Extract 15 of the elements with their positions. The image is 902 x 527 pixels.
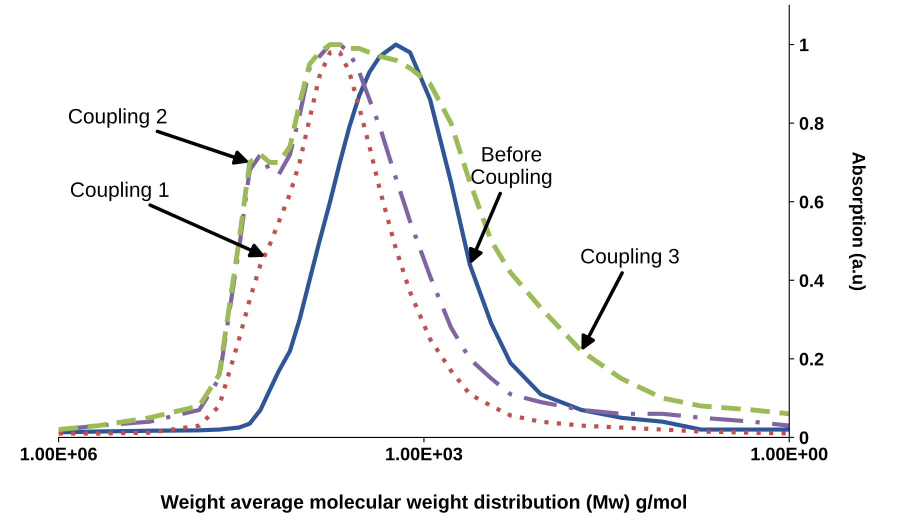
y-tick-label: 0.4 — [800, 274, 824, 287]
annotation: Coupling 3 — [581, 248, 679, 268]
x-tick-label: 1.00E+06 — [20, 448, 97, 460]
y-tick-label: 1 — [800, 38, 809, 52]
y-tick-label: 0.6 — [800, 196, 824, 208]
annotation: Coupling 2 — [68, 108, 166, 128]
x-tick-label: 1.00E+00 — [751, 448, 828, 460]
annotation: Coupling 1 — [70, 182, 168, 202]
y-tick-label: 0.2 — [800, 352, 824, 366]
x-axis-title: Weight average molecular weight distribution (Mw) g/mol — [160, 494, 686, 513]
annotation: Before Coupling — [471, 146, 552, 188]
x-tick-label: 1.00E+03 — [386, 448, 462, 460]
y-tick-label: 0.8 — [800, 117, 824, 130]
y-axis-title: Absorption (a.u) — [848, 152, 866, 290]
y-tick-label: 0 — [800, 431, 808, 444]
